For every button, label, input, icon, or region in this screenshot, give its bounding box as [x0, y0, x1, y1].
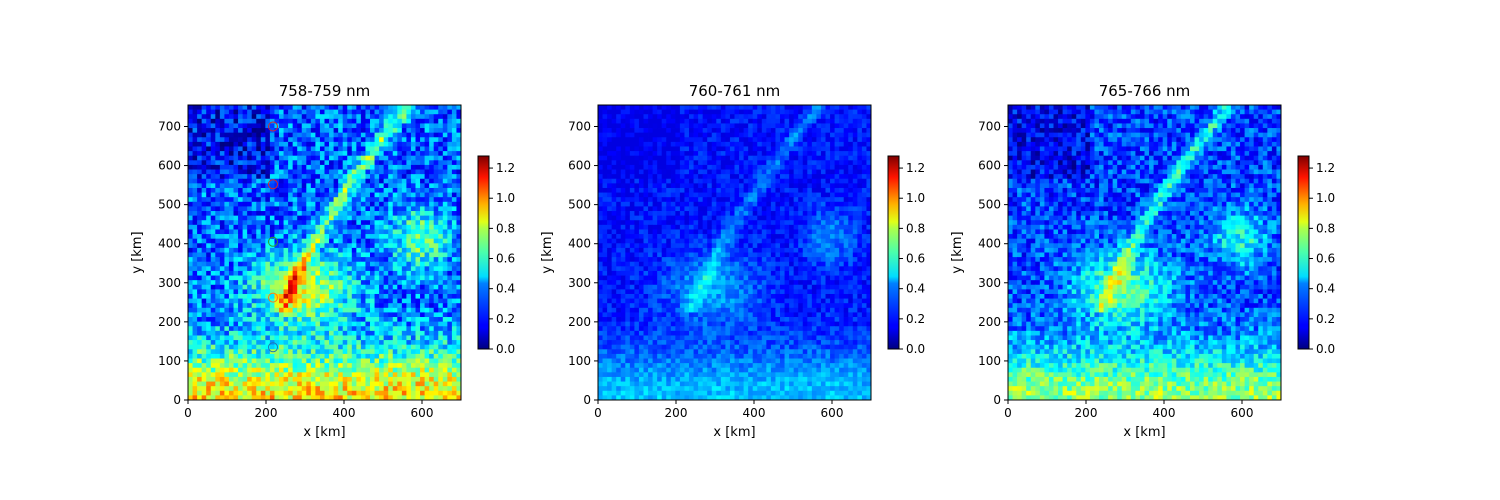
x-tick-label: 200: [1075, 406, 1098, 420]
x-tick-label: 400: [1153, 406, 1176, 420]
marker-circle-5: [268, 342, 278, 353]
marker-circle-1: [268, 121, 278, 132]
y-tick-label: 500: [978, 198, 1001, 212]
x-tick-label: 400: [743, 406, 766, 420]
y-tick-label: 300: [978, 276, 1001, 290]
colorbar-tick-label: 0.2: [496, 312, 515, 326]
y-tick-label: 700: [568, 119, 591, 133]
x-tick-label: 0: [1004, 406, 1012, 420]
x-axis-label: x [km]: [1123, 425, 1165, 440]
colorbar-tick-label: 0.4: [1316, 282, 1335, 296]
y-tick-label: 400: [158, 237, 181, 251]
y-tick-label: 100: [158, 354, 181, 368]
x-tick-label: 0: [184, 406, 192, 420]
y-tick-label: 0: [173, 393, 181, 407]
y-tick-label: 700: [158, 119, 181, 133]
colorbar-tick-label: 0.2: [906, 312, 925, 326]
colorbar: [477, 155, 490, 350]
y-axis-label: y [km]: [130, 231, 145, 273]
panel-2: 760-761 nm 0 200 400 600 0 100 200 300 400 500 600 7…: [540, 82, 925, 440]
heatmap-cells: [1008, 105, 1282, 401]
plot-frame: [1007, 104, 1282, 401]
y-tick-label: 300: [158, 276, 181, 290]
y-tick-label: 200: [568, 315, 591, 329]
colorbar: [887, 155, 900, 350]
colorbar-tick-label: 1.2: [1316, 161, 1335, 175]
colorbar-tick-label: 1.0: [906, 191, 925, 205]
heatmap-cells: [188, 105, 462, 401]
x-tick-label: 0: [594, 406, 602, 420]
colorbar-tick-label: 1.0: [496, 191, 515, 205]
y-tick-label: 200: [158, 315, 181, 329]
y-tick-label: 100: [978, 354, 1001, 368]
colorbar-tick-label: 0.6: [1316, 252, 1335, 266]
colorbar-tick-label: 0.4: [496, 282, 515, 296]
panel-title: 760-761 nm: [689, 82, 781, 100]
y-tick-label: 0: [993, 393, 1001, 407]
colorbar-tick-label: 0.4: [906, 282, 925, 296]
y-tick-label: 400: [568, 237, 591, 251]
x-axis-label: x [km]: [713, 425, 755, 440]
colorbar-tick-label: 1.2: [906, 161, 925, 175]
y-tick-label: 600: [158, 159, 181, 173]
plot-frame: [187, 104, 462, 401]
y-tick-label: 0: [583, 393, 591, 407]
colorbar-tick-label: 0.6: [496, 252, 515, 266]
colorbar-tick-label: 0.2: [1316, 312, 1335, 326]
panel-1: 758-759 nm 0 200 400 600 0 100 200 300 400 500 600 7…: [130, 82, 515, 440]
y-tick-label: 500: [158, 198, 181, 212]
y-axis-label: y [km]: [950, 231, 965, 273]
y-axis-label: y [km]: [540, 231, 555, 273]
x-tick-label: 400: [333, 406, 356, 420]
x-tick-label: 200: [255, 406, 278, 420]
marker-circle-2: [268, 179, 278, 190]
y-tick-label: 400: [978, 237, 1001, 251]
heatmap-cells: [598, 105, 872, 401]
marker-circle-4: [268, 292, 278, 303]
y-tick-label: 600: [568, 159, 591, 173]
colorbar-tick-label: 0.8: [496, 221, 515, 235]
y-tick-label: 100: [568, 354, 591, 368]
y-tick-label: 600: [978, 159, 1001, 173]
x-tick-label: 600: [411, 406, 434, 420]
y-tick-label: 700: [978, 119, 1001, 133]
x-tick-label: 600: [821, 406, 844, 420]
colorbar-tick-label: 0.0: [906, 342, 925, 356]
x-tick-label: 200: [665, 406, 688, 420]
panel-title: 758-759 nm: [279, 82, 371, 100]
colorbar-tick-label: 1.0: [1316, 191, 1335, 205]
x-tick-label: 600: [1231, 406, 1254, 420]
x-axis-label: x [km]: [303, 425, 345, 440]
colorbar-tick-label: 0.0: [1316, 342, 1335, 356]
marker-circle-3: [268, 236, 278, 247]
colorbar-tick-label: 1.2: [496, 161, 515, 175]
y-tick-label: 300: [568, 276, 591, 290]
colorbar-tick-label: 0.6: [906, 252, 925, 266]
colorbar: [1297, 155, 1310, 350]
colorbar-tick-label: 0.0: [496, 342, 515, 356]
panel-3: 765-766 nm 0 200 400 600 0 100 200 300 400 500 600 7…: [950, 82, 1335, 440]
y-tick-label: 500: [568, 198, 591, 212]
y-tick-label: 200: [978, 315, 1001, 329]
plot-frame: [597, 104, 872, 401]
panel-title: 765-766 nm: [1099, 82, 1191, 100]
colorbar-tick-label: 0.8: [906, 221, 925, 235]
colorbar-tick-label: 0.8: [1316, 221, 1335, 235]
